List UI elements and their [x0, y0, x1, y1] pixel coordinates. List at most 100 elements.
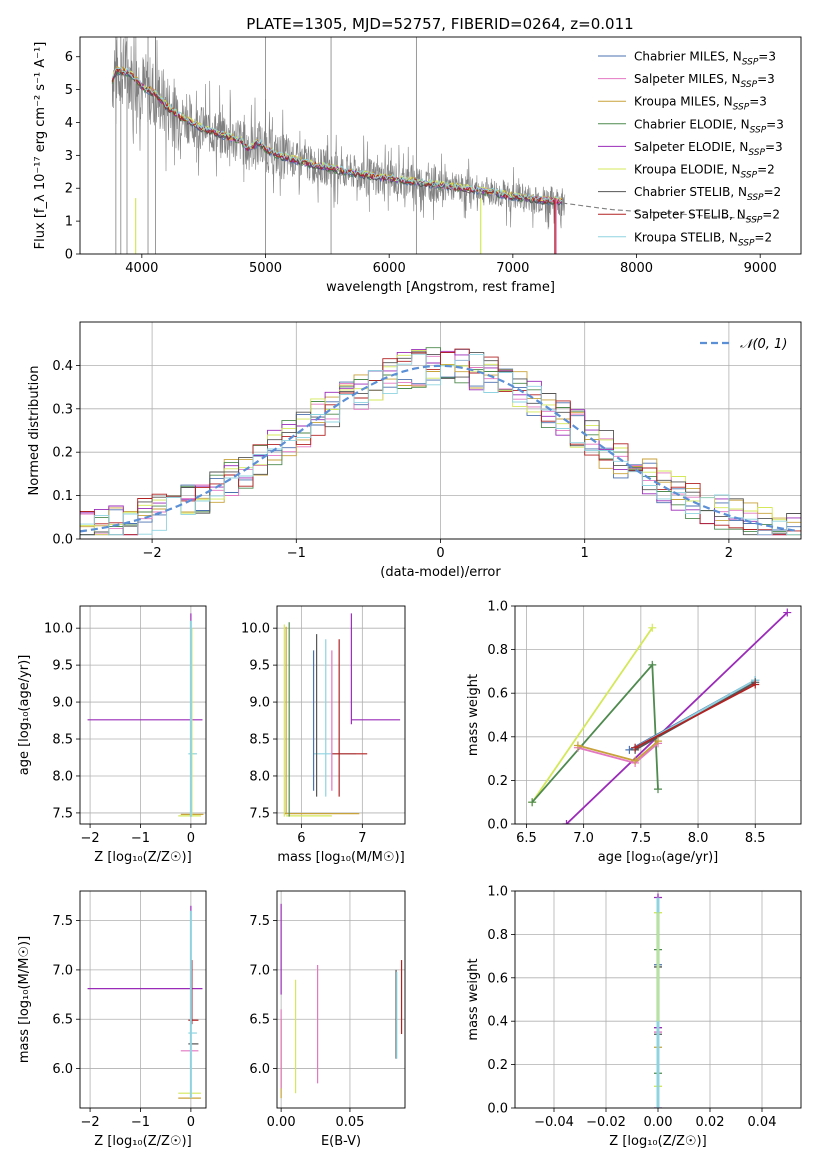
- legend-label: Salpeter ELODIE, NSSP=3: [634, 140, 783, 158]
- y-tick-label: 0.6: [487, 687, 508, 702]
- y-tick-label: 7.5: [249, 914, 270, 929]
- axes-frame: [79, 321, 802, 540]
- legend-value: =2: [762, 208, 780, 222]
- chart-mass_vs_Z: −2 −1 0 6.0 6.5 7.0 7.5 Z [log₁₀(Z/Z☉)] mass [lo…: [17, 890, 207, 1149]
- series-marker: [654, 737, 662, 746]
- legend-label: Chabrier MILES, NSSP=3: [634, 50, 776, 68]
- x-tick-label: −2: [143, 546, 162, 561]
- legend-subscript: SSP: [746, 216, 763, 226]
- series-marker: [648, 623, 657, 632]
- y-tick-label: 9.0: [249, 696, 270, 711]
- plot-area: [654, 893, 662, 1108]
- data-spectrum-line: [111, 37, 566, 230]
- x-tick-label: −2: [80, 1115, 99, 1130]
- normal-curve: [80, 364, 799, 533]
- y-tick-label: 8.0: [249, 769, 270, 784]
- x-tick-label: 0: [187, 1115, 195, 1130]
- y-tick-label: 1.0: [487, 885, 508, 900]
- x-axis-label: mass [log₁₀(M/M☉)]: [277, 850, 404, 865]
- legend-label: Chabrier ELODIE, NSSP=3: [634, 117, 784, 135]
- legend-subscript: SSP: [733, 103, 750, 113]
- y-tick-label: 0.6: [487, 971, 508, 986]
- legend-subscript: SSP: [741, 80, 758, 90]
- legend-subscript: SSP: [738, 238, 755, 248]
- legend-subscript: SSP: [747, 193, 764, 203]
- series-line-salpeter-elodie: [565, 611, 788, 824]
- model-tail-dashed: [562, 202, 761, 221]
- y-tick-label: 0.8: [487, 928, 508, 943]
- y-tick-label: 0.3: [52, 402, 73, 417]
- legend-label: Salpeter STELIB, NSSP=2: [634, 208, 780, 226]
- y-tick-label: 10.0: [241, 622, 270, 637]
- legend-label: Chabrier STELIB, NSSP=2: [634, 185, 781, 203]
- x-axis-label: age [log₁₀(age/yr)]: [598, 850, 719, 865]
- ticks: −0.04 −0.02 0.00 0.02 0.04 0.0 0.2 0.4 0.6 0.8 1.0: [487, 885, 776, 1131]
- x-tick-label: 1: [581, 546, 589, 561]
- series-line-kroupa-elodie: [531, 627, 654, 803]
- series-marker: [648, 660, 657, 669]
- axes-frame: [514, 605, 802, 825]
- y-tick-label: 0.0: [487, 1102, 508, 1117]
- histogram-kroupa-stelib: [80, 353, 801, 536]
- series-marker: [631, 743, 640, 752]
- chart-age_vs_mass: 6 7 7.5 8.0 8.5 9.0 9.5 10.0 mass [log₁₀(M/M☉)]: [241, 605, 406, 865]
- chart-mass_vs_ebv: 0.00 0.05 6.0 6.5 7.0 7.5 E(B-V): [249, 890, 406, 1149]
- x-tick-label: 7.0: [573, 831, 594, 846]
- x-tick-label: −1: [131, 1115, 150, 1130]
- y-tick-label: 0: [65, 248, 73, 263]
- series-marker: [783, 608, 792, 617]
- x-axis-label: wavelength [Angstrom, rest frame]: [326, 280, 555, 295]
- legend-label: 𝒩(0, 1): [740, 337, 787, 352]
- y-axis-label: Flux [f_λ 10⁻¹⁷ erg cm⁻² s⁻¹ A⁻¹]: [33, 42, 48, 250]
- y-tick-label: 6.0: [52, 1062, 73, 1077]
- y-tick-label: 0.8: [487, 643, 508, 658]
- x-tick-label: 0.04: [748, 1115, 777, 1130]
- axes-frame: [276, 890, 406, 1109]
- x-tick-label: 5000: [249, 261, 282, 276]
- y-axis-label: mass weight: [466, 674, 481, 756]
- y-tick-label: 9.5: [52, 659, 73, 674]
- y-tick-label: 7.0: [52, 963, 73, 978]
- x-tick-label: −0.04: [534, 1115, 574, 1130]
- plot-area: [87, 613, 204, 817]
- legend-label: Kroupa STELIB, NSSP=2: [634, 230, 772, 248]
- legend-subscript: SSP: [741, 171, 758, 181]
- chart-age_vs_Z: −2 −1 0 7.5 8.0 8.5 9.0 9.5 10.0 Z [log₁₀(Z/Z☉)] a…: [17, 605, 207, 865]
- x-tick-label: 9000: [744, 261, 777, 276]
- x-tick-label: 0: [187, 831, 195, 846]
- y-tick-label: 1.0: [487, 600, 508, 615]
- x-tick-label: 8000: [620, 261, 653, 276]
- ticks: 6.5 7.0 7.5 8.0 8.5 0.0 0.2 0.4 0.6 0.8 1.0: [487, 600, 765, 847]
- ticks: −2 −1 0 6.0 6.5 7.0 7.5: [52, 914, 195, 1130]
- y-tick-label: 0.2: [52, 446, 73, 461]
- legend: 𝒩(0, 1): [700, 337, 787, 352]
- y-tick-label: 0.2: [487, 1058, 508, 1073]
- series-line-salpeter-miles: [577, 742, 659, 764]
- ticks: 0.00 0.05 6.0 6.5 7.0 7.5: [249, 914, 364, 1130]
- axes-frame: [276, 605, 406, 825]
- y-axis-label: mass weight: [466, 958, 481, 1040]
- x-axis-label: E(B-V): [321, 1134, 361, 1149]
- axes-frame: [79, 605, 207, 825]
- legend-value: =3: [757, 72, 775, 86]
- y-tick-label: 7.5: [249, 806, 270, 821]
- x-tick-label: 7: [358, 831, 366, 846]
- y-tick-label: 2: [65, 182, 73, 197]
- x-tick-label: 0: [436, 546, 444, 561]
- x-tick-label: 7000: [496, 261, 529, 276]
- model-line-kroupa-elodie: [111, 66, 563, 203]
- y-tick-label: 7.5: [52, 806, 73, 821]
- legend-value: =3: [749, 95, 767, 109]
- y-tick-label: 8.0: [52, 769, 73, 784]
- series-line-salpeter-stelib: [634, 683, 756, 749]
- ticks: −2 −1 0 7.5 8.0 8.5 9.0 9.5 10.0: [44, 622, 195, 846]
- series-marker: [631, 756, 640, 765]
- y-axis-label: mass [log₁₀(M/M☉)]: [17, 936, 32, 1063]
- y-tick-label: 5: [65, 83, 73, 98]
- chart-residuals: −2 −1 0 1 2 0.0 0.1 0.2 0.3 0.4 (data-model)/error…: [27, 321, 802, 580]
- histogram-salpeter-stelib: [80, 348, 801, 536]
- y-tick-label: 8.5: [249, 733, 270, 748]
- series-marker: [654, 785, 662, 794]
- x-tick-label: 8.5: [745, 831, 766, 846]
- x-axis-label: Z [log₁₀(Z/Z☉)]: [609, 1134, 706, 1149]
